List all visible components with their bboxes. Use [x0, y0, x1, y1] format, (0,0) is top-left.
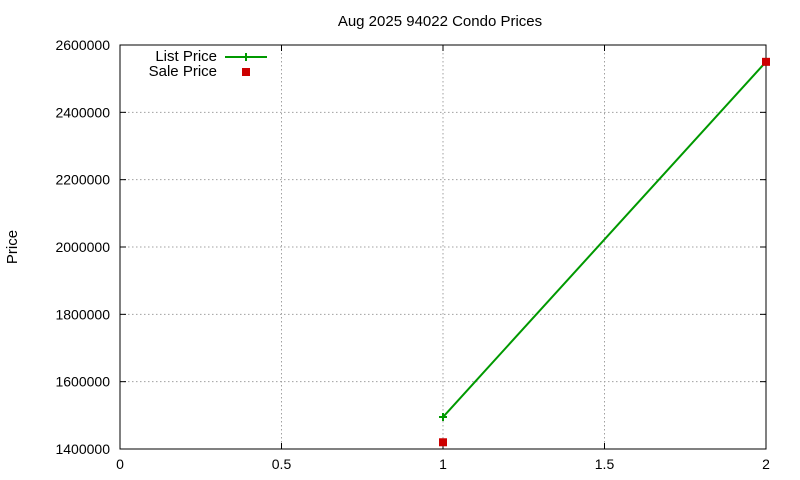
legend-marker-sale-price [242, 68, 250, 76]
y-tick-label: 1600000 [55, 374, 110, 390]
y-tick-label: 1400000 [55, 441, 110, 457]
legend-label-list-price: List Price [155, 48, 217, 65]
series-layer [439, 57, 770, 447]
tick-labels: 0 0.5 1 1.5 2 1400000 1600000 1800000 2000000 220… [55, 37, 770, 472]
y-tick-label: 2200000 [55, 172, 110, 188]
grid-lines [120, 45, 766, 449]
y-tick-label: 1800000 [55, 306, 110, 322]
chart-title: Aug 2025 94022 Condo Prices [338, 13, 542, 30]
x-tick-label: 0 [116, 456, 124, 472]
sale-price-point [762, 57, 770, 66]
legend-marker-list-price [242, 53, 250, 61]
y-tick-label: 2000000 [55, 239, 110, 255]
y-tick-label: 2400000 [55, 104, 110, 120]
x-tick-label: 1.5 [595, 456, 615, 472]
x-tick-label: 2 [762, 456, 770, 472]
sale-price-point [439, 438, 447, 447]
list-price-point [439, 413, 447, 422]
legend: List Price Sale Price [149, 48, 267, 80]
axis-ticks [119, 44, 767, 450]
legend-label-sale-price: Sale Price [149, 63, 217, 80]
y-axis-label: Price [4, 230, 21, 264]
y-tick-label: 2600000 [55, 37, 110, 53]
x-tick-label: 1 [439, 456, 447, 472]
x-tick-label: 0.5 [272, 456, 292, 472]
list-price-line [442, 61, 767, 418]
